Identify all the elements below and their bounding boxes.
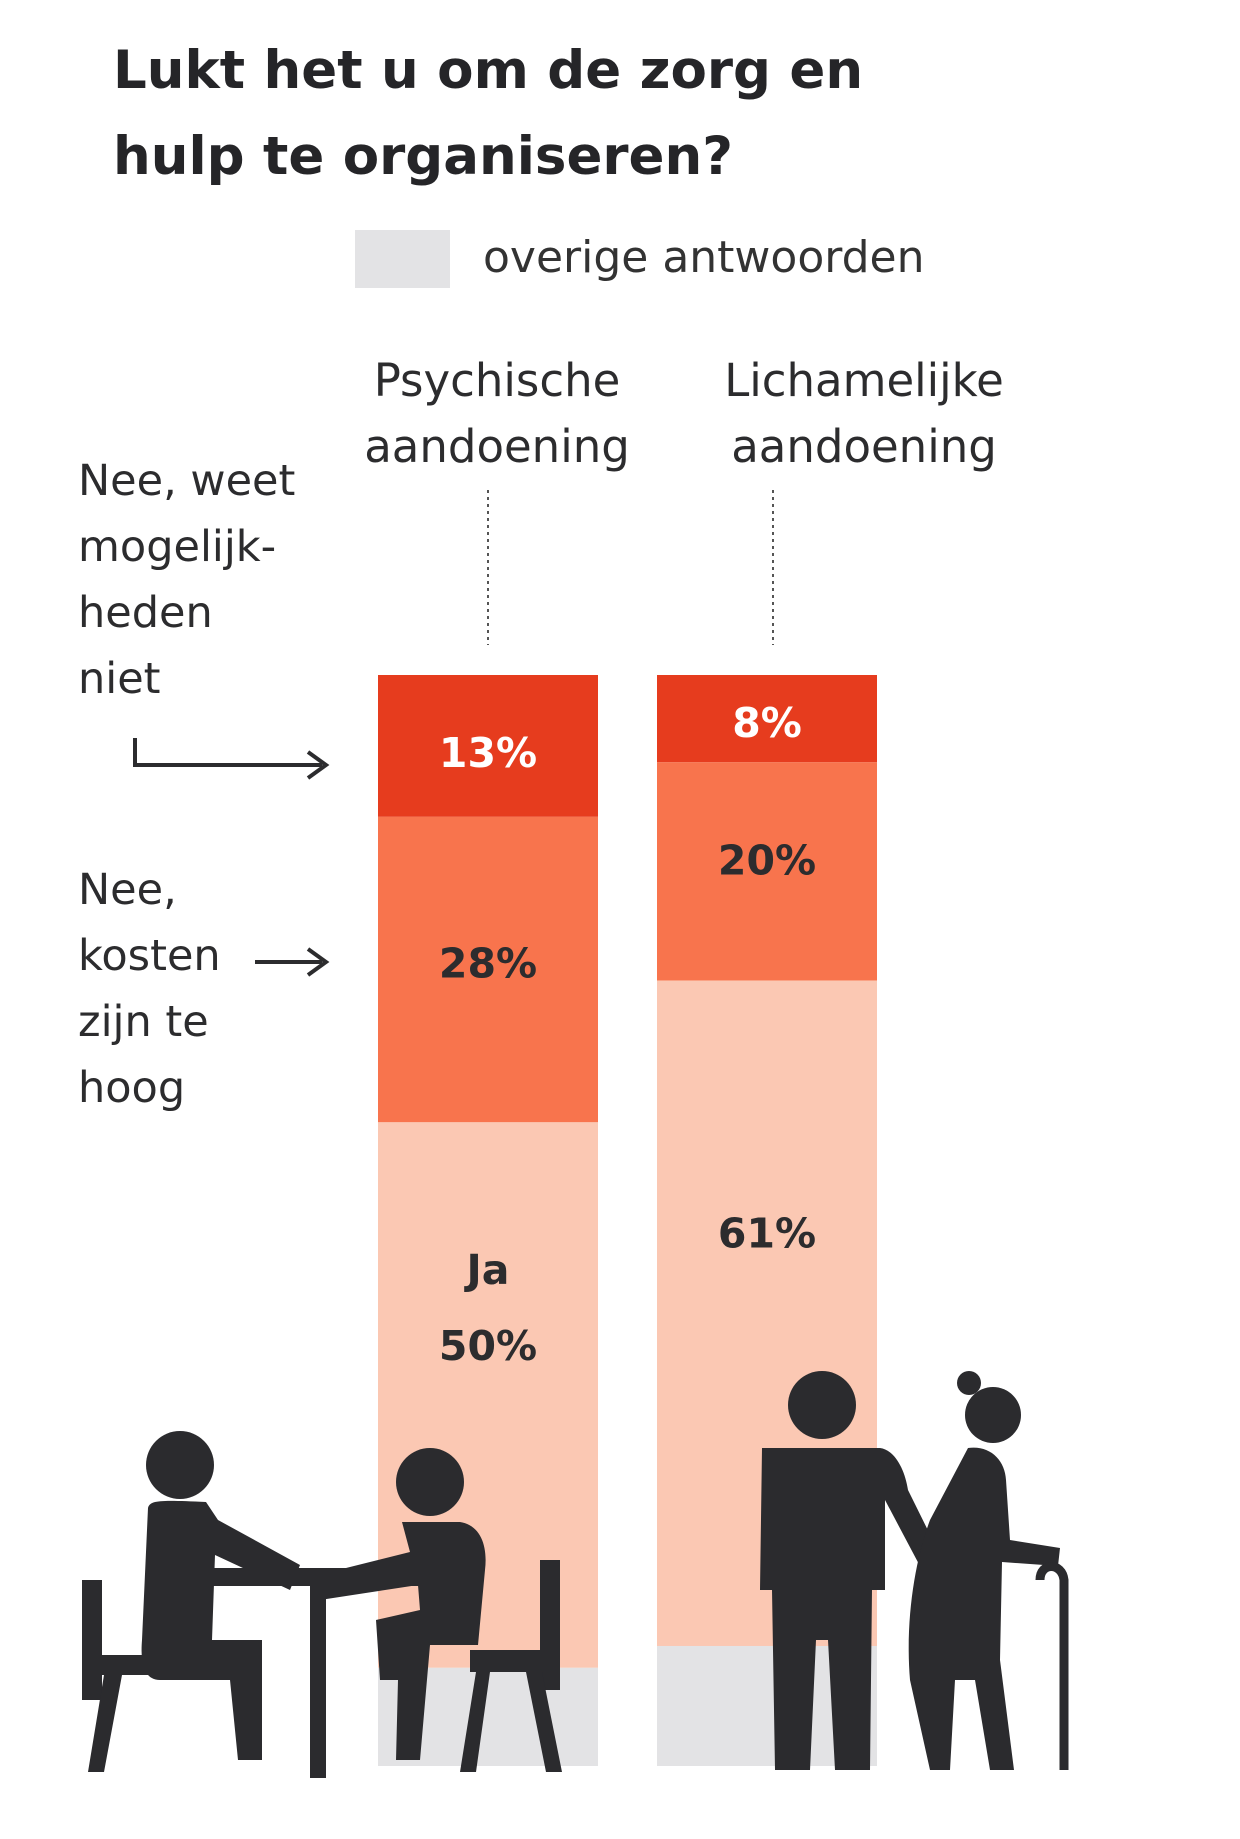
- category-label-1: Lichamelijke aandoening: [724, 354, 1004, 473]
- bar-segment-nee_kosten-0: [378, 816, 598, 1123]
- elderly-couple-icon: [760, 1371, 1069, 1770]
- table-scene-icon: [82, 1431, 562, 1778]
- category-label-0: Psychische aandoening: [364, 354, 630, 473]
- legend-label: overige antwoorden: [483, 232, 925, 283]
- data-label-nee_kosten-0: 28%: [439, 939, 537, 987]
- guides: [133, 490, 774, 977]
- arrow-nee-weet-line: [133, 738, 322, 767]
- annotation-nee-kosten: Nee, kosten zijn te hoog: [78, 865, 221, 1113]
- data-label-nee_weet-0: 13%: [439, 729, 537, 777]
- legend-swatch-overige: [355, 230, 450, 288]
- bars-group: 13% 28% Ja 50% 8% 20% 61%: [378, 675, 877, 1766]
- bar-segment-nee_weet-0: [378, 675, 598, 817]
- bar-segment-nee_kosten-1: [657, 762, 877, 981]
- category-labels: Psychische aandoening Lichamelijke aandoeni…: [364, 354, 1004, 473]
- annotation-nee-weet: Nee, weet mogelijk- heden niet: [78, 456, 296, 704]
- data-label-ja-0: Ja 50%: [439, 1246, 537, 1370]
- data-label-nee_kosten-1: 20%: [718, 836, 816, 884]
- chart-title: Lukt het u om de zorg en hulp te organis…: [113, 40, 864, 187]
- data-label-nee_weet-1: 8%: [732, 699, 802, 747]
- arrow-nee-weet-head: [306, 750, 330, 780]
- arrow-nee-kosten-head: [306, 947, 330, 977]
- data-label-ja-1: 61%: [718, 1209, 816, 1257]
- people-illustrations: [82, 1371, 1069, 1778]
- bar-segment-nee_weet-1: [657, 675, 877, 763]
